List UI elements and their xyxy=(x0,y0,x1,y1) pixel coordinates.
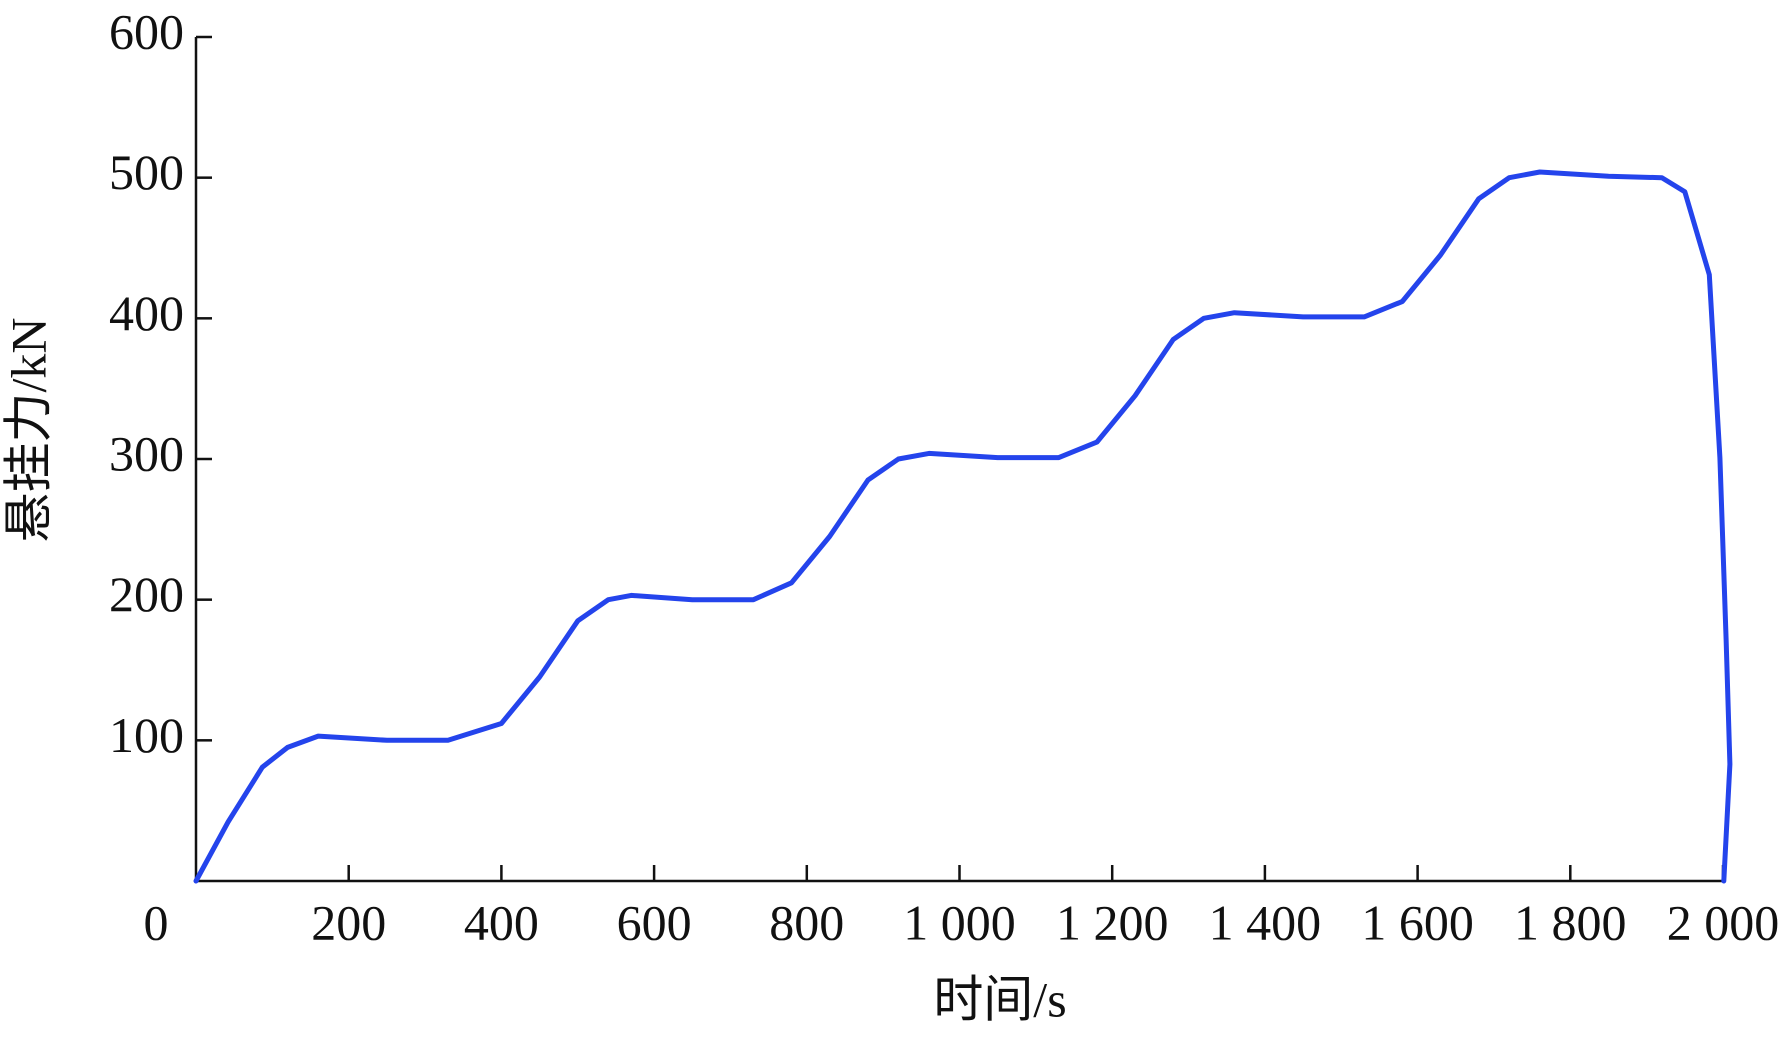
y-tick-label: 100 xyxy=(109,707,184,763)
y-tick-label: 500 xyxy=(109,144,184,200)
x-tick-label: 1 600 xyxy=(1361,894,1474,950)
x-tick-label: 600 xyxy=(617,894,692,950)
y-axis-label: 悬挂力/kN xyxy=(0,318,56,543)
y-tick-label: 300 xyxy=(109,425,184,481)
y-tick-label: 600 xyxy=(109,3,184,59)
x-tick-label: 1 000 xyxy=(903,894,1016,950)
y-tick-label: 200 xyxy=(109,566,184,622)
data-line xyxy=(193,169,1733,884)
x-tick-label: 0 xyxy=(144,894,169,950)
x-tick-label: 200 xyxy=(311,894,386,950)
y-tick-label: 400 xyxy=(109,285,184,341)
x-tick-label: 1 200 xyxy=(1056,894,1169,950)
x-tick-label: 1 800 xyxy=(1514,894,1627,950)
x-tick-label: 800 xyxy=(769,894,844,950)
x-axis-label: 时间/s xyxy=(933,971,1066,1027)
x-tick-label: 1 400 xyxy=(1209,894,1322,950)
x-tick-label: 400 xyxy=(464,894,539,950)
x-tick-label: 2 000 xyxy=(1667,894,1780,950)
